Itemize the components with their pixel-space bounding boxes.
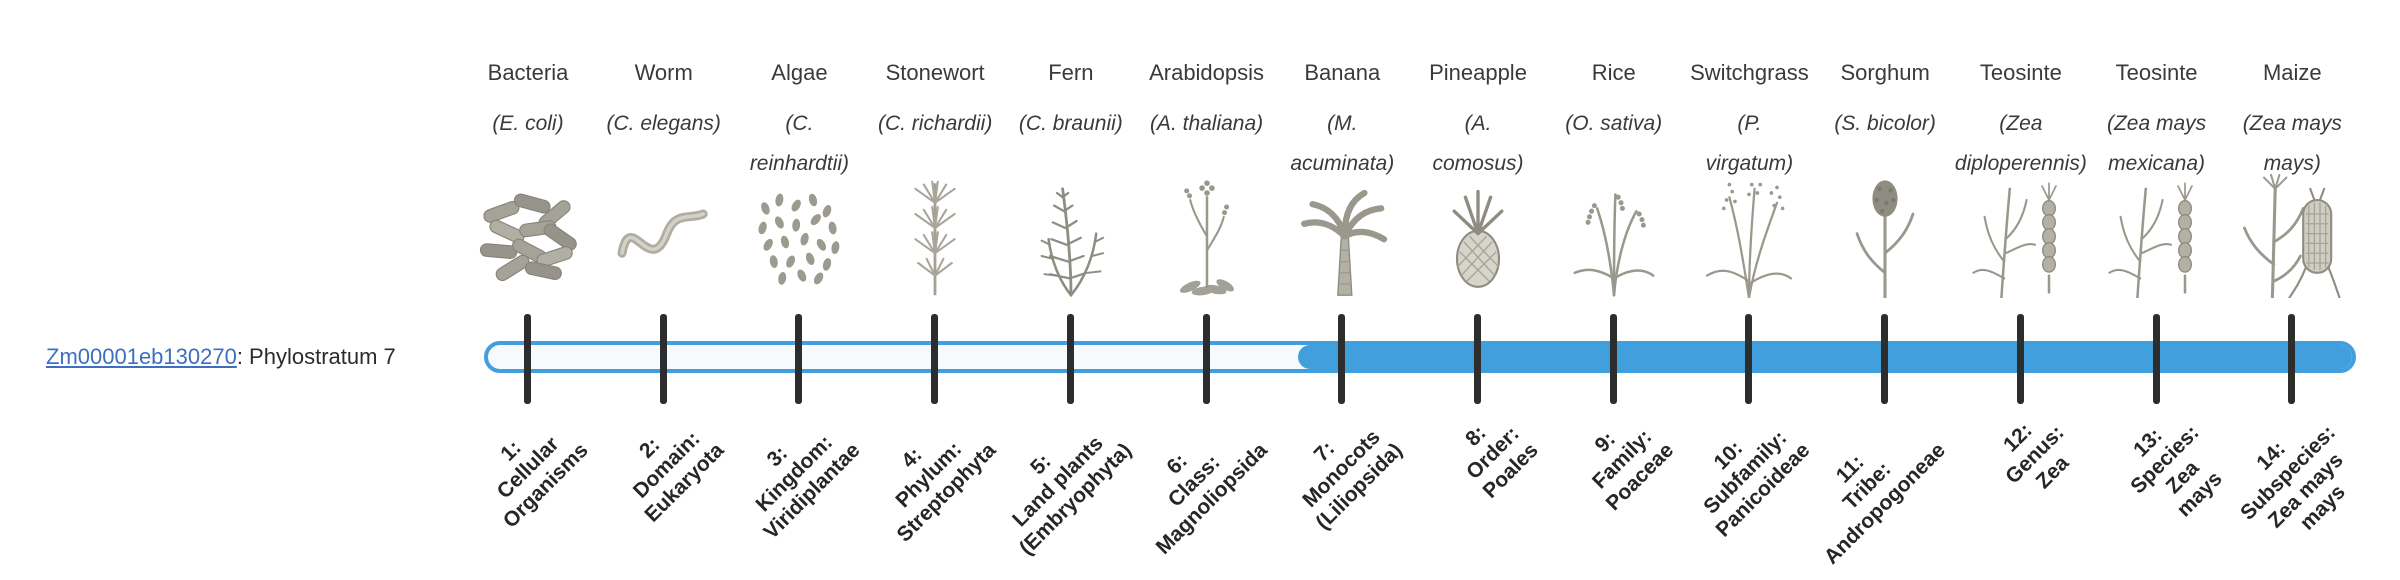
phylostratum-tick xyxy=(2288,314,2296,404)
arabidopsis-icon xyxy=(1151,172,1263,298)
organism-latin-name: (C. elegans) xyxy=(606,112,721,135)
phylostratum-label: 2: Domain: Eukaryota xyxy=(629,427,729,527)
organism-illustration xyxy=(2234,170,2350,298)
organism-name: Rice xyxy=(1591,60,1636,85)
organism-latin-name: (C. richardii) xyxy=(877,112,993,135)
organism-name: Teosinte xyxy=(2115,60,2198,85)
stonewort-icon xyxy=(879,172,991,298)
organism-latin-name: (P. virgatum) xyxy=(1705,112,1794,175)
phylostratum-label: 8: Order: Poales xyxy=(1461,421,1543,503)
phylostratum-tick xyxy=(1066,314,1074,404)
organism-latin-name: (M. acuminata) xyxy=(1290,112,1395,175)
phylostratum-tick xyxy=(931,314,939,404)
organism-latin-name: (O. sativa) xyxy=(1565,112,1663,135)
phylostratum-tick xyxy=(659,314,667,404)
sorghum-icon xyxy=(1829,172,1941,298)
phylostratum-tick xyxy=(1745,314,1753,404)
timeline-bar xyxy=(484,341,2356,373)
organism-name: Pineapple xyxy=(1429,60,1527,85)
phylostratum-tick xyxy=(1202,314,1210,404)
switchgrass-icon xyxy=(1693,172,1805,298)
organism-illustration xyxy=(1827,170,1943,298)
worm-icon xyxy=(608,172,720,298)
organism-latin-name: (Zea mays mays) xyxy=(2242,112,2342,175)
organism-latin-name: (Zea mays mexicana) xyxy=(2106,112,2207,175)
maize-icon xyxy=(2236,172,2348,298)
organism-name: Arabidopsis xyxy=(1149,60,1265,85)
phylostratum-label: 6: Class: Magnoliopsida xyxy=(1151,438,1272,559)
phylostratum-label: 3: Kingdom: Viridiplantae xyxy=(751,431,865,544)
phylostratum-tick xyxy=(1474,314,1481,404)
gene-phylostratum-text: : Phylostratum 7 xyxy=(236,344,396,369)
organism-illustration xyxy=(1284,170,1400,298)
teosinte-icon xyxy=(2101,172,2213,298)
organism-name: Switchgrass xyxy=(1690,60,1809,85)
teosinte-icon xyxy=(1965,172,2077,298)
organism-name: Maize xyxy=(2262,60,2322,85)
organism-illustration xyxy=(877,170,993,298)
organism-illustration xyxy=(606,170,722,298)
organism-illustration xyxy=(1963,170,2079,298)
organism-name: Teosinte xyxy=(1979,60,2062,85)
organism-latin-name: (C. braunii) xyxy=(1018,112,1123,135)
organism-latin-name: (Zea diploperennis) xyxy=(1954,112,2087,175)
organism-name: Bacteria xyxy=(487,60,569,85)
phylostratum-label: 11: Tribe: Andropogoneae xyxy=(1819,438,1950,569)
organism-illustration xyxy=(1149,170,1265,298)
organism-illustration xyxy=(2099,170,2215,298)
phylostratum-label: 14: Subspecies: Zea mays mays xyxy=(2236,421,2350,535)
timeline-bar-filled xyxy=(1298,345,2352,369)
organism-illustration xyxy=(1013,170,1129,298)
phylostratum-label: 1: Cellular Organisms xyxy=(493,432,593,533)
organism-name: Worm xyxy=(634,60,693,85)
phylostratum-tick xyxy=(1338,314,1346,404)
organism-latin-name: (S. bicolor) xyxy=(1834,112,1936,135)
organism-name: Algae xyxy=(771,60,828,85)
organism-latin-name: (C. reinhardtii) xyxy=(749,112,850,175)
organism-latin-name: (A. thaliana) xyxy=(1149,112,1264,135)
phylostratum-label: 9: Family: Poaceae xyxy=(1588,425,1679,515)
organism-name: Sorghum xyxy=(1840,60,1930,85)
organism-latin-name: (A. comosus) xyxy=(1432,112,1524,175)
organism-latin-name: (E. coli) xyxy=(492,112,564,135)
organism-name: Banana xyxy=(1304,60,1381,85)
phylostratum-label: 12: Genus: Zea xyxy=(1998,418,2073,494)
bacteria-icon xyxy=(472,172,584,298)
gene-label: Zm00001eb130270: Phylostratum 7 xyxy=(46,344,396,370)
fern-icon xyxy=(1015,172,1127,298)
phylostratum-tick xyxy=(1609,314,1617,404)
phylostratum-label: 5: Land plants (Embryophyta) xyxy=(1008,431,1136,560)
phylostratum-tick xyxy=(795,314,803,404)
phylostratum-tick xyxy=(524,314,531,404)
organism-illustration xyxy=(1691,170,1807,298)
pineapple-icon xyxy=(1422,172,1534,298)
phylostratum-label: 7: Monocots (Liliopsida) xyxy=(1298,425,1407,534)
phylostratum-tick xyxy=(1881,314,1889,404)
organism-illustration xyxy=(741,170,857,298)
organism-name: Fern xyxy=(1048,60,1094,85)
banana-icon xyxy=(1286,172,1398,298)
organism-illustration xyxy=(470,170,586,298)
organism-illustration xyxy=(1556,170,1672,298)
phylostratum-tick xyxy=(2152,314,2160,404)
rice-icon xyxy=(1558,172,1670,298)
organism-name: Stonewort xyxy=(885,60,985,85)
phylostratum-label: 4: Phylum: Streptophyta xyxy=(891,437,1000,547)
phylostratum-label: 13: Species: Zea mays xyxy=(2126,421,2227,522)
algae-icon xyxy=(743,172,855,298)
gene-id-link[interactable]: Zm00001eb130270 xyxy=(46,344,237,369)
phylostratum-tick xyxy=(2016,314,2024,404)
organism-illustration xyxy=(1420,170,1536,298)
